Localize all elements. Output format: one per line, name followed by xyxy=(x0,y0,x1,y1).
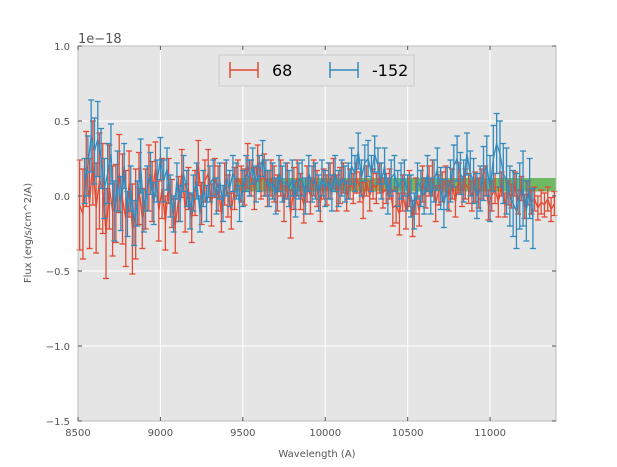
legend-label-152: -152 xyxy=(372,61,408,80)
y-tick-label: 1.0 xyxy=(54,42,70,53)
legend-label-68: 68 xyxy=(272,61,292,80)
ticks: 8500 9000 9500 10000 10500 11000 −1.5 −1.0 −0.5 0… xyxy=(46,42,556,439)
legend-swatch-68 xyxy=(229,62,259,78)
y-tick-label: 0.5 xyxy=(54,117,70,128)
plot-area xyxy=(78,46,556,421)
legend: 68 -152 xyxy=(218,54,415,87)
series-line xyxy=(83,135,534,224)
series-1 xyxy=(81,99,536,250)
y-tick-label: −0.5 xyxy=(46,267,70,278)
x-tick-label: 8500 xyxy=(65,428,90,439)
y-axis-label: Flux (erg/s/cm^2/A) xyxy=(23,183,34,283)
x-tick-label: 9000 xyxy=(148,428,173,439)
x-axis-label: Wavelength (A) xyxy=(278,449,355,460)
series-layer xyxy=(76,99,558,280)
offset-text: 1e−18 xyxy=(78,32,122,47)
y-tick-label: 0.0 xyxy=(54,192,70,203)
y-tick-label: −1.0 xyxy=(46,342,70,353)
x-tick-label: 9500 xyxy=(230,428,255,439)
x-tick-label: 10000 xyxy=(309,428,341,439)
y-tick-label: −1.5 xyxy=(46,417,70,428)
x-tick-label: 11000 xyxy=(474,428,506,439)
plot-frame xyxy=(77,45,557,422)
errorbar xyxy=(81,157,88,205)
errorbar xyxy=(529,187,536,250)
legend-swatch-152 xyxy=(329,62,359,78)
x-tick-label: 10500 xyxy=(392,428,424,439)
